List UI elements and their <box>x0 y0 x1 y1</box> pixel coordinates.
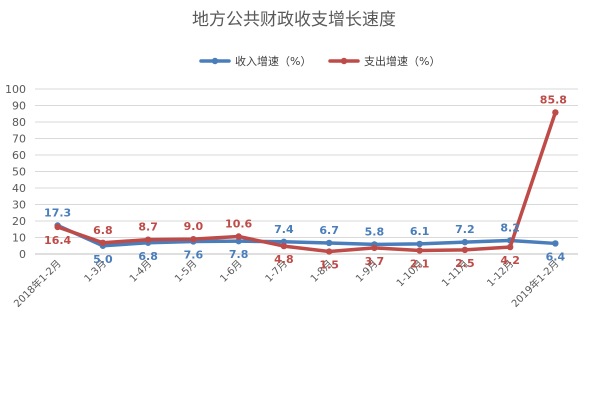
legend: 收入增速（%） 支出增速（%） <box>199 54 440 68</box>
y-tick-label: 30 <box>12 199 26 212</box>
data-label: 85.8 <box>540 93 567 106</box>
legend-label: 收入增速（%） <box>235 54 311 68</box>
data-point <box>235 237 242 245</box>
legend-dot <box>211 57 219 65</box>
y-tick-label: 90 <box>12 100 26 113</box>
data-point <box>325 248 333 255</box>
data-label: 17.3 <box>44 206 71 219</box>
data-label: 4.2 <box>500 254 520 267</box>
data-point <box>552 240 559 247</box>
data-label: 10.6 <box>225 218 252 231</box>
data-label: 6.1 <box>410 225 430 238</box>
data-point <box>235 233 242 240</box>
y-axis-ticks: 0 10 20 30 40 50 60 70 80 90 100 <box>5 83 26 261</box>
y-tick-label: 40 <box>12 182 26 195</box>
data-point <box>461 238 469 246</box>
data-point <box>99 239 107 246</box>
data-label: 5.0 <box>93 253 113 266</box>
data-point <box>552 109 559 116</box>
data-label: 2.5 <box>455 257 475 270</box>
data-point <box>461 246 469 254</box>
data-point <box>325 239 333 247</box>
data-point <box>280 242 288 250</box>
data-label: 16.4 <box>44 234 71 247</box>
data-point <box>54 223 61 231</box>
y-tick-label: 0 <box>19 248 26 261</box>
x-tick-label: 1-5月 <box>172 258 199 285</box>
data-label: 4.8 <box>274 253 294 266</box>
data-label: 5.8 <box>365 225 385 238</box>
y-tick-label: 100 <box>5 83 26 96</box>
data-point <box>190 235 197 243</box>
data-label: 9.0 <box>184 220 204 233</box>
grid-layer <box>35 88 578 255</box>
series-line <box>55 223 558 248</box>
data-label: 6.4 <box>546 250 566 263</box>
chart-title: 地方公共财政收支增长速度 <box>192 10 396 30</box>
y-tick-label: 50 <box>12 166 26 179</box>
data-label: 6.8 <box>138 250 158 263</box>
y-tick-label: 60 <box>12 149 26 162</box>
data-label: 7.2 <box>455 223 475 236</box>
data-label: 6.8 <box>93 224 113 237</box>
data-label: 6.7 <box>319 224 339 237</box>
y-tick-label: 70 <box>12 133 26 146</box>
data-point <box>416 247 423 254</box>
legend-label: 支出增速（%） <box>364 54 440 68</box>
data-point <box>506 243 514 251</box>
data-label: 7.8 <box>229 248 249 261</box>
y-tick-label: 20 <box>12 215 26 228</box>
data-label: 8.7 <box>138 221 158 234</box>
legend-dot <box>340 57 348 65</box>
y-tick-label: 10 <box>12 232 26 245</box>
x-tick-label: 1-6月 <box>218 258 245 285</box>
series-line <box>55 110 558 254</box>
data-point <box>416 240 423 248</box>
data-point <box>371 244 378 252</box>
data-label: 7.4 <box>274 223 294 236</box>
data-label: 3.7 <box>365 255 385 268</box>
data-label: 2.1 <box>410 258 430 271</box>
data-label: 8.2 <box>500 221 520 234</box>
x-tick-label: 2018年1-2月 <box>11 257 64 310</box>
data-label: 7.6 <box>184 248 204 261</box>
data-point <box>144 236 152 243</box>
series-layer: 17.3 5.0 6.8 7.6 7.8 7.4 6.7 5.8 6.1 7.2 8.2 6.4 16.… <box>44 93 567 271</box>
y-tick-label: 80 <box>12 116 26 129</box>
data-label: 1.5 <box>319 259 339 272</box>
